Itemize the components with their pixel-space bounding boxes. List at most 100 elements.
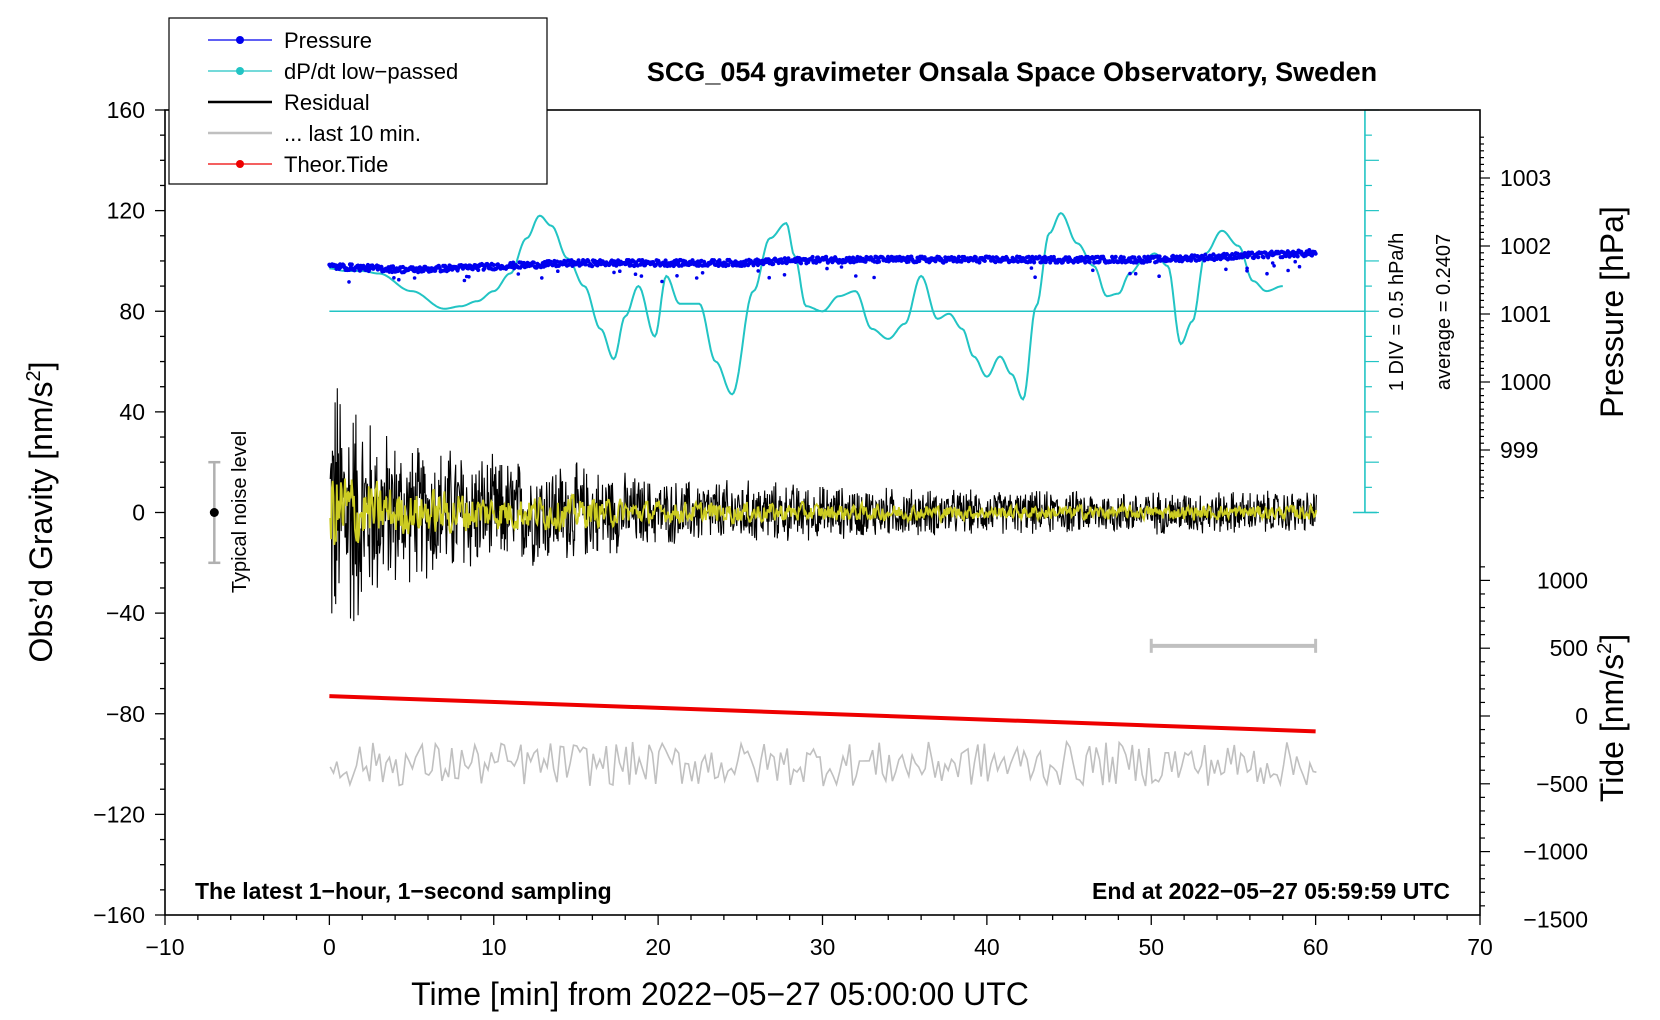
pressure-series	[327, 248, 1318, 284]
pressure-point	[977, 260, 982, 265]
x-tick-label: 60	[1303, 934, 1329, 960]
legend-label: Pressure	[284, 28, 372, 53]
pressure-point	[476, 267, 481, 273]
y-axis-label-left: Obs’d Gravity [nm/s2]	[23, 362, 59, 663]
pressure-outlier-point	[1224, 267, 1228, 272]
legend-marker	[236, 36, 244, 44]
last-10-min-line	[329, 739, 1317, 788]
legend-marker	[236, 67, 244, 75]
legend-label: dP/dt low−passed	[284, 59, 458, 84]
pressure-outlier-point	[1297, 264, 1302, 269]
pressure-point	[1121, 255, 1126, 260]
pressure-point	[956, 254, 961, 259]
pressure-tick-label: 999	[1500, 437, 1538, 463]
pressure-outlier-point	[540, 276, 544, 280]
pressure-outlier-point	[839, 265, 844, 269]
pressure-tick-label: 1002	[1500, 233, 1551, 259]
legend-label: Residual	[284, 90, 370, 115]
pressure-outlier-point	[392, 276, 396, 280]
noise-level-label: Typical noise level	[229, 431, 251, 593]
pressure-point	[982, 258, 987, 263]
pressure-point	[1230, 252, 1235, 257]
pressure-outlier-point	[825, 266, 829, 271]
pressure-point	[1184, 254, 1189, 259]
pressure-outlier-point	[1286, 268, 1290, 273]
noise-bar-center	[209, 508, 219, 517]
y-axis-label-left-sup: 2	[23, 370, 45, 381]
pressure-point	[349, 262, 354, 267]
pressure-outlier-point	[1029, 266, 1034, 270]
y-tick-label-left: 120	[107, 198, 145, 224]
x-tick-label: 50	[1138, 934, 1164, 960]
tide-tick-label: −1500	[1523, 906, 1588, 932]
pressure-outlier-point	[660, 279, 664, 284]
pressure-point	[874, 254, 879, 260]
pressure-outlier-point	[1157, 274, 1161, 279]
y-tick-label-left: 80	[119, 298, 145, 324]
pressure-point	[1295, 254, 1300, 259]
pressure-point	[1048, 260, 1053, 265]
sampling-note: The latest 1−hour, 1−second sampling	[195, 878, 612, 904]
legend: Pressure dP/dt low−passed Residual ... last…	[168, 17, 548, 185]
pressure-point	[1313, 251, 1318, 256]
y-tick-label-left: −120	[93, 801, 145, 827]
pressure-outlier-point	[782, 273, 787, 277]
pressure-point	[511, 260, 516, 265]
pressure-outlier-point	[872, 275, 876, 280]
theor-tide-line	[329, 694, 1316, 734]
y-axis-label-tide: Tide [nm/s2]	[1594, 634, 1630, 802]
x-tick-label: 0	[323, 934, 336, 960]
plot-content	[208, 109, 1379, 788]
pressure-point	[583, 262, 588, 267]
y-tick-label-left: −160	[93, 902, 145, 928]
pressure-outlier-point	[516, 272, 521, 276]
pressure-outlier-point	[639, 274, 644, 278]
tide-tick-label: 500	[1550, 635, 1588, 661]
pressure-point	[1157, 254, 1162, 259]
pressure-point	[798, 261, 804, 266]
residual-filtered-line	[329, 478, 1318, 546]
pressure-point	[702, 259, 707, 264]
x-tick-label: −10	[145, 934, 184, 960]
legend-label: ... last 10 min.	[284, 121, 421, 146]
pressure-outlier-point	[347, 280, 351, 284]
pressure-outlier-point	[1133, 271, 1138, 276]
pressure-outlier-point	[1293, 259, 1297, 264]
pressure-outlier-point	[675, 274, 679, 278]
y-axis-label-pressure: Pressure [hPa]	[1594, 206, 1630, 418]
dpdt-line	[329, 211, 1283, 401]
pressure-point	[711, 258, 717, 263]
chart-title: SCG_054 gravimeter Onsala Space Observat…	[647, 57, 1377, 87]
pressure-point	[1032, 260, 1037, 265]
x-tick-label: 10	[481, 934, 507, 960]
pressure-outlier-point	[412, 276, 417, 280]
pressure-outlier-point	[633, 272, 638, 277]
tide-tick-label: 1000	[1537, 567, 1588, 593]
x-tick-label: 70	[1467, 934, 1493, 960]
pressure-outlier-point	[556, 269, 560, 274]
pressure-outlier-point	[618, 269, 622, 274]
pressure-point	[1280, 255, 1285, 260]
pressure-point	[1224, 252, 1229, 257]
tide-tick-label: −500	[1536, 771, 1588, 797]
legend-marker	[236, 160, 244, 168]
tide-tick-label: 0	[1575, 703, 1588, 729]
pressure-outlier-point	[397, 277, 401, 282]
x-tick-label: 40	[974, 934, 1000, 960]
pressure-point	[1256, 255, 1261, 260]
pressure-outlier-point	[700, 271, 705, 275]
y-tick-label-left: −80	[106, 701, 145, 727]
pressure-point	[1037, 254, 1042, 259]
pressure-point	[590, 264, 595, 269]
pressure-outlier-point	[1265, 271, 1269, 276]
pressure-point	[863, 259, 868, 264]
pressure-point	[1203, 252, 1208, 257]
pressure-point	[771, 261, 776, 267]
axis-ticks: −10 0 10 20 30 40 50 60 70 160 120 80 40 0 −40 −80 −120 −…	[93, 97, 1588, 960]
y-axis-label-left-close: ]	[23, 362, 59, 371]
pressure-point	[810, 254, 815, 260]
average-label: average = 0.2407	[1433, 234, 1455, 390]
pressure-outlier-point	[767, 275, 771, 280]
y-axis-label-tide-sup: 2	[1594, 643, 1616, 654]
